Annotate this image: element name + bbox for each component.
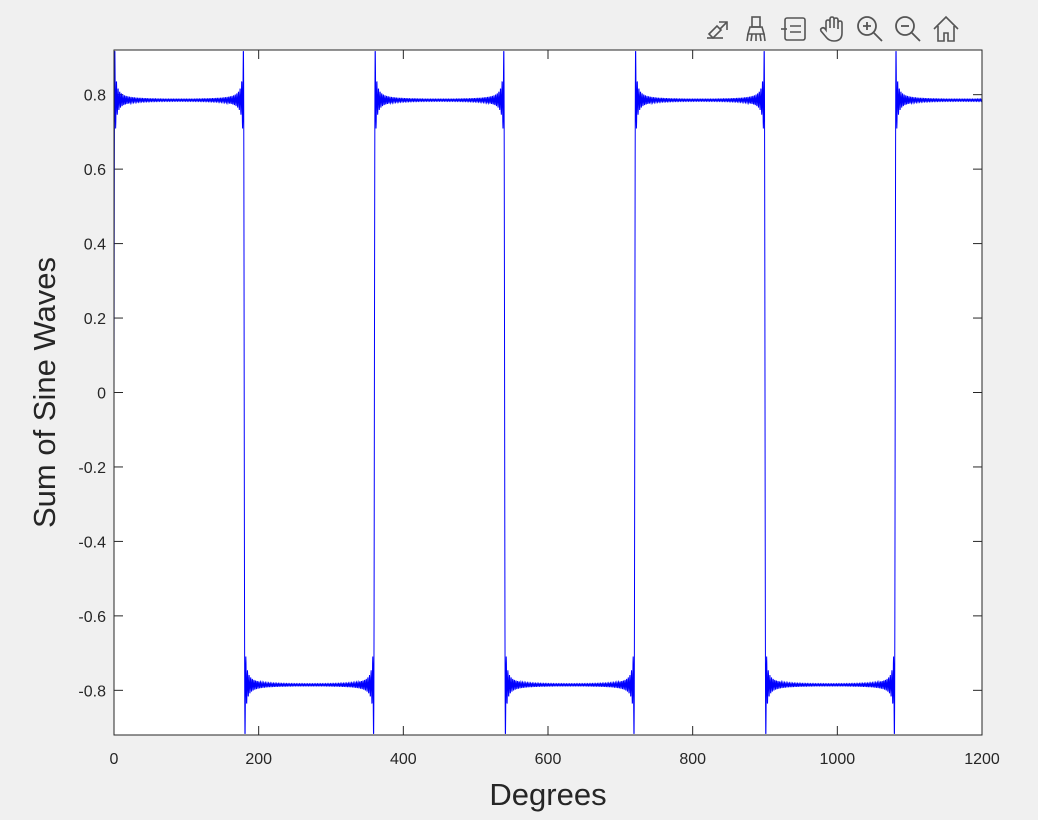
y-axis-label: Sum of Sine Waves [27,257,62,528]
plot-area [114,50,982,735]
plot-frame [113,49,983,736]
zoom-in-icon[interactable] [852,10,888,48]
y-tick-labels: -0.8 -0.6 -0.4 -0.2 0 0.2 0.4 0.6 0.8 [78,88,106,701]
y-tick-label: -0.6 [78,609,106,626]
series-group [114,50,982,735]
brush-icon[interactable] [738,10,774,48]
y-tick-label: 0.2 [84,311,106,328]
pan-icon[interactable] [814,10,850,48]
figure-toolbar [700,10,964,48]
y-tick-label: -0.2 [78,460,106,477]
x-tick-label: 800 [679,751,706,768]
x-tick-label: 0 [110,751,119,768]
x-axis-label: Degrees [489,777,606,812]
y-tick-label: 0.4 [84,237,106,254]
x-tick-labels: 0 200 400 600 800 1000 1200 [110,751,1000,768]
zoom-out-icon[interactable] [890,10,926,48]
series-line [114,50,982,735]
x-tick-label: 1200 [964,751,1000,768]
export-icon[interactable] [700,10,736,48]
y-tick-label: 0.8 [84,88,106,105]
y-tick-label: -0.4 [78,534,106,551]
y-tick-label: -0.8 [78,683,106,700]
x-tick-label: 1000 [820,751,856,768]
y-tick-label: 0.6 [84,162,106,179]
x-tick-label: 600 [535,751,562,768]
home-icon[interactable] [928,10,964,48]
datatip-icon[interactable] [776,10,812,48]
y-tick-label: 0 [97,386,106,403]
x-tick-label: 200 [245,751,272,768]
x-tick-label: 400 [390,751,417,768]
